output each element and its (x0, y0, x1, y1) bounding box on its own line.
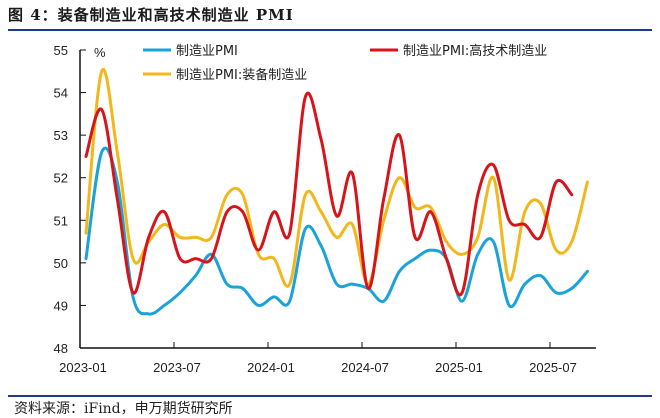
series-line-0 (84, 146, 589, 316)
line-chart: 48 49 50 51 52 53 54 55 % 2023-01 2023-07 2024-01 20… (54, 43, 596, 375)
y-tick-label: 50 (54, 256, 68, 271)
y-tick-label: 55 (54, 43, 68, 58)
legend-label: 制造业PMI:装备制造业 (176, 67, 307, 83)
source-rule (8, 395, 652, 397)
y-tick-label: 49 (54, 298, 68, 313)
axes: 48 49 50 51 52 53 54 55 % 2023-01 2023-07 2024-01 20… (54, 43, 596, 375)
chart-title: 图 4：装备制造业和高技术制造业 PMI (8, 6, 294, 24)
title-rule (8, 29, 652, 31)
series-line-2 (84, 67, 589, 288)
y-tick-label: 48 (54, 341, 68, 356)
legend-label: 制造业PMI:高技术制造业 (403, 43, 547, 59)
x-tick-label: 2023-07 (153, 360, 201, 375)
legend-label: 制造业PMI (176, 44, 238, 59)
y-tick-label: 51 (54, 213, 68, 228)
series-lines (84, 67, 589, 316)
x-tick-label: 2025-07 (529, 360, 577, 375)
y-tick-label: 53 (54, 128, 68, 143)
series-line-1 (84, 91, 574, 297)
source-note: 资料来源：iFind，申万期货研究所 (14, 401, 233, 417)
x-tick-label: 2025-01 (435, 360, 483, 375)
y-unit-label: % (94, 45, 106, 60)
x-tick-label: 2023-01 (59, 360, 107, 375)
x-tick-label: 2024-01 (247, 360, 295, 375)
x-tick-label: 2024-07 (341, 360, 389, 375)
y-tick-label: 54 (54, 86, 68, 101)
y-tick-label: 52 (54, 171, 68, 186)
